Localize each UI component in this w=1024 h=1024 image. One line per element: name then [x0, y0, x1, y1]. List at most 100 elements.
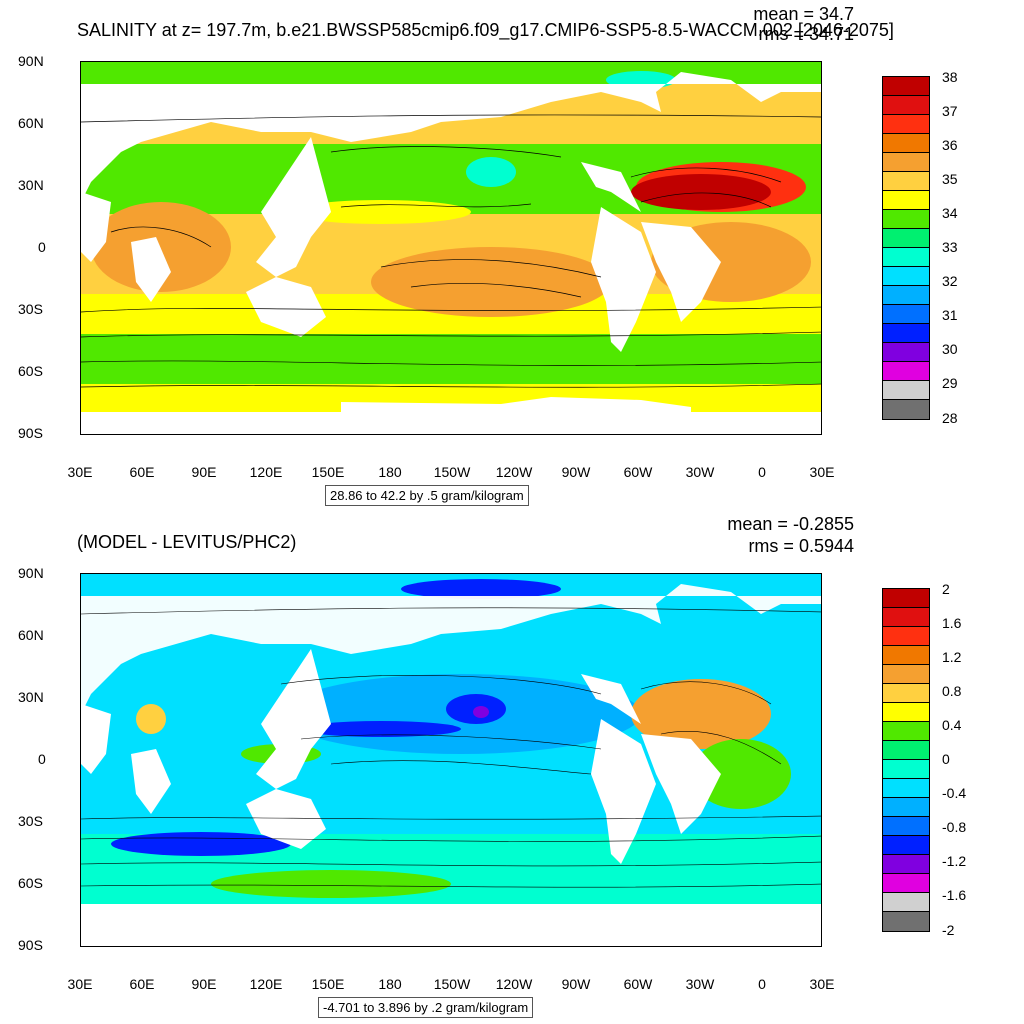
colorbar-swatch — [883, 343, 929, 362]
lon-label: 30E — [67, 976, 93, 992]
colorbar-swatch — [883, 229, 929, 248]
colorbar-label: 36 — [942, 137, 958, 153]
colorbar-swatch — [883, 400, 929, 419]
colorbar-swatch — [883, 172, 929, 191]
colorbar-label: 32 — [942, 273, 958, 289]
colorbar-label: 38 — [942, 69, 958, 85]
lat-label: 90S — [18, 425, 43, 441]
colorbar-swatch — [883, 703, 929, 722]
lat-label: 30S — [18, 813, 43, 829]
lat-label: 0 — [38, 751, 46, 767]
difference-title: (MODEL - LEVITUS/PHC2) — [77, 532, 297, 552]
colorbar-label: 37 — [942, 103, 958, 119]
colorbar-swatch — [883, 798, 929, 817]
lon-label: 90W — [561, 976, 591, 992]
colorbar-swatch — [883, 836, 929, 855]
colorbar-label: 35 — [942, 171, 958, 187]
salinity-rms: rms = 34.71 — [758, 24, 854, 44]
lon-label: 30W — [685, 464, 715, 480]
colorbar-swatch — [883, 153, 929, 172]
lon-label: 30E — [809, 464, 835, 480]
salinity-contour-info: 28.86 to 42.2 by .5 gram/kilogram — [325, 485, 529, 506]
colorbar-label: -0.4 — [942, 785, 967, 801]
lon-label: 60E — [129, 976, 155, 992]
lon-label: 150E — [311, 976, 345, 992]
lon-label: 90W — [561, 464, 591, 480]
lon-label: 120W — [495, 976, 533, 992]
colorbar-label: 1.6 — [942, 615, 962, 631]
colorbar-swatch — [883, 608, 929, 627]
colorbar-swatch — [883, 286, 929, 305]
colorbar-swatch — [883, 96, 929, 115]
lon-label: 0 — [758, 976, 766, 992]
colorbar-label: 0 — [942, 751, 950, 767]
colorbar-label: 0.8 — [942, 683, 962, 699]
lat-label: 30N — [18, 177, 44, 193]
difference-mean: mean = -0.2855 — [727, 514, 854, 534]
lat-label: 30N — [18, 689, 44, 705]
lat-label: 90S — [18, 937, 43, 953]
lon-label: 120E — [249, 464, 283, 480]
lat-label: 60N — [18, 627, 44, 643]
colorbar-swatch — [883, 684, 929, 703]
lon-label: 60E — [129, 464, 155, 480]
lon-label: 90E — [191, 464, 217, 480]
colorbar-swatch — [883, 210, 929, 229]
difference-map — [80, 573, 822, 947]
lon-label: 30E — [67, 464, 93, 480]
colorbar-swatch — [883, 248, 929, 267]
colorbar-swatch — [883, 779, 929, 798]
lat-label: 90N — [18, 565, 44, 581]
colorbar-swatch — [883, 305, 929, 324]
lon-label: 150E — [311, 464, 345, 480]
colorbar-label: 29 — [942, 375, 958, 391]
colorbar-label: -0.8 — [942, 819, 967, 835]
colorbar-swatch — [883, 627, 929, 646]
colorbar-swatch — [883, 191, 929, 210]
colorbar-label: 2 — [942, 581, 950, 597]
salinity-map — [80, 61, 822, 435]
colorbar-swatch — [883, 646, 929, 665]
colorbar-label: 30 — [942, 341, 958, 357]
lat-label: 30S — [18, 301, 43, 317]
colorbar-swatch — [883, 855, 929, 874]
colorbar-swatch — [883, 893, 929, 912]
colorbar-label: 28 — [942, 410, 958, 426]
colorbar-label: 1.2 — [942, 649, 962, 665]
lat-label: 60S — [18, 363, 43, 379]
lon-label: 60W — [623, 976, 653, 992]
lon-label: 120W — [495, 464, 533, 480]
salinity-panel: SALINITY at z= 197.7m, b.e21.BWSSP585cmi… — [18, 4, 958, 506]
colorbar-swatch — [883, 362, 929, 381]
lon-label: 180 — [378, 464, 402, 480]
lon-label: 30W — [685, 976, 715, 992]
colorbar-swatch — [883, 134, 929, 153]
colorbar-swatch — [883, 324, 929, 343]
lon-label: 0 — [758, 464, 766, 480]
colorbar-label: 0.4 — [942, 717, 962, 733]
salinity-colorbar — [882, 76, 930, 420]
colorbar-swatch — [883, 665, 929, 684]
colorbar-label: 31 — [942, 307, 958, 323]
lon-label: 30E — [809, 976, 835, 992]
lon-label: 150W — [433, 976, 471, 992]
difference-colorbar — [882, 588, 930, 932]
colorbar-label: -1.6 — [942, 887, 967, 903]
colorbar-label: 34 — [942, 205, 958, 221]
lon-label: 60W — [623, 464, 653, 480]
lat-label: 60S — [18, 875, 43, 891]
colorbar-swatch — [883, 267, 929, 286]
lat-label: 0 — [38, 239, 46, 255]
colorbar-swatch — [883, 741, 929, 760]
colorbar-label: 33 — [942, 239, 958, 255]
lat-label: 60N — [18, 115, 44, 131]
difference-panel: (MODEL - LEVITUS/PHC2) mean = -0.2855 rm… — [0, 512, 1024, 1024]
lon-label: 150W — [433, 464, 471, 480]
colorbar-swatch — [883, 589, 929, 608]
lon-label: 120E — [249, 976, 283, 992]
salinity-title: SALINITY at z= 197.7m, b.e21.BWSSP585cmi… — [77, 20, 894, 40]
colorbar-swatch — [883, 77, 929, 96]
salinity-mean: mean = 34.7 — [753, 4, 854, 24]
difference-rms: rms = 0.5944 — [748, 536, 854, 556]
colorbar-swatch — [883, 760, 929, 779]
